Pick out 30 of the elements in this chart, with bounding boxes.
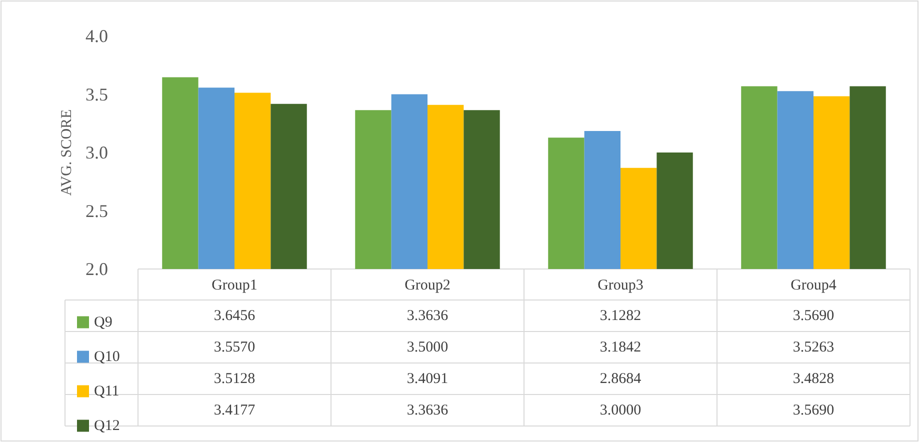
x-tick-label: Group2 (404, 278, 450, 294)
data-label: 3.1282 (600, 308, 642, 324)
data-label: 3.5000 (406, 339, 448, 356)
data-label: 3.0000 (600, 402, 642, 418)
x-tick-label: Group4 (790, 278, 837, 294)
legend-label: Q10 (94, 348, 120, 365)
y-tick-label: 4.0 (86, 26, 108, 46)
data-label: 3.5128 (214, 370, 256, 387)
y-tick-label: 3.5 (86, 84, 108, 104)
data-label: 2.8684 (600, 370, 642, 387)
data-label: 3.1842 (600, 339, 642, 356)
y-tick-label: 2.5 (86, 200, 108, 221)
legend-label: Q9 (94, 314, 112, 330)
x-tick-label: Group1 (212, 278, 258, 294)
data-label: 3.5690 (792, 308, 834, 324)
legend-label: Q12 (94, 418, 120, 434)
data-label: 3.6456 (214, 308, 256, 324)
data-label: 3.5690 (792, 402, 834, 418)
data-label: 3.4177 (214, 402, 256, 418)
data-label: 3.4091 (406, 370, 448, 387)
y-tick-label: 2.0 (86, 259, 108, 279)
y-tick-label: 3.0 (86, 142, 108, 162)
x-tick-label: Group3 (598, 278, 644, 294)
legend-label: Q11 (94, 383, 120, 400)
data-label: 3.3636 (406, 402, 449, 418)
y-axis-title: AVG. SCORE (59, 109, 76, 196)
data-label: 3.5263 (792, 339, 834, 356)
data-label: 3.3636 (406, 308, 449, 324)
data-label: 3.5570 (214, 339, 256, 356)
data-label: 3.4828 (792, 370, 834, 387)
